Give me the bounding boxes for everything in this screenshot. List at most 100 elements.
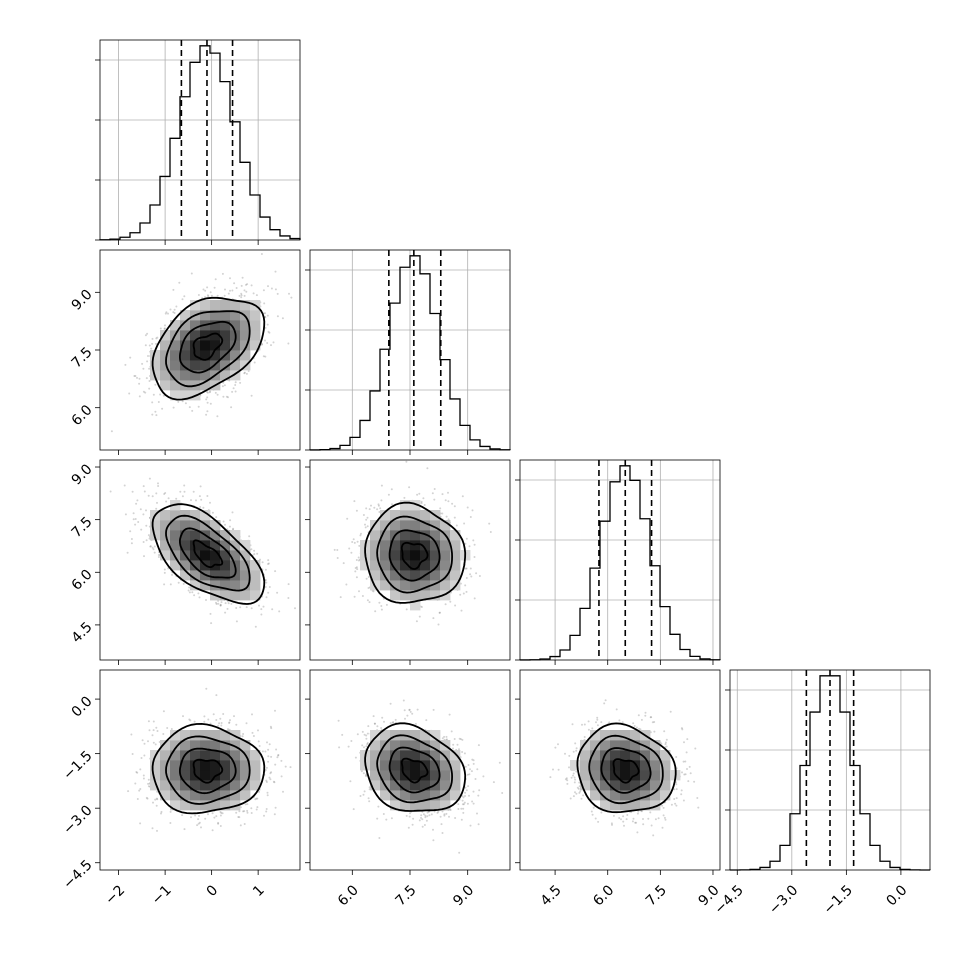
scatter-point [469, 516, 472, 518]
scatter-point [458, 851, 461, 854]
scatter-point [245, 606, 248, 609]
scatter-point [418, 492, 421, 495]
density-cell [210, 340, 221, 351]
scatter-point [469, 573, 472, 576]
density-cell [190, 550, 201, 561]
scatter-point [572, 774, 574, 777]
scatter-point [360, 532, 362, 535]
density-cell [430, 790, 441, 801]
density-cell [240, 770, 251, 781]
density-cell [410, 760, 421, 771]
scatter-point [592, 806, 595, 809]
scatter-point [454, 817, 457, 819]
scatter-point [473, 543, 476, 546]
density-cell [220, 590, 231, 601]
scatter-point [441, 832, 444, 834]
scatter-point [404, 717, 406, 720]
density-cell [380, 730, 391, 741]
scatter-point [142, 541, 145, 543]
scatter-point [696, 797, 699, 799]
scatter-point [366, 599, 369, 602]
scatter-point [143, 555, 145, 558]
density-cell [160, 360, 171, 371]
scatter-point [431, 492, 434, 495]
scatter-point [214, 391, 217, 394]
scatter-point [473, 597, 476, 600]
scatter-point [463, 522, 466, 525]
density-cell [380, 550, 391, 561]
scatter-point [233, 715, 235, 718]
scatter-point [130, 542, 133, 545]
density-cell [170, 760, 181, 771]
density-cell [180, 790, 191, 801]
scatter-point [194, 814, 197, 817]
scatter-point [219, 814, 222, 817]
scatter-point [465, 789, 468, 792]
scatter-point [273, 813, 276, 816]
density-cell [210, 350, 221, 361]
scatter-point [227, 292, 230, 295]
density-cell [180, 540, 191, 551]
scatter-point [235, 620, 238, 623]
density-cell [610, 790, 621, 801]
scatter-point [355, 576, 358, 579]
scatter-point [232, 527, 235, 530]
density-cell [380, 790, 391, 801]
scatter-point [578, 791, 581, 794]
scatter-point [420, 502, 423, 505]
scatter-point [675, 797, 678, 800]
scatter-point [408, 486, 411, 489]
scatter-point [241, 735, 244, 738]
scatter-point [246, 803, 249, 806]
scatter-point [250, 548, 253, 551]
scatter-point [426, 815, 429, 818]
scatter-point [649, 716, 652, 719]
contour-line-0 [612, 758, 640, 784]
scatter-point [239, 824, 242, 827]
scatter-point [468, 794, 470, 797]
scatter-point [432, 828, 434, 831]
scatter-point [673, 788, 676, 791]
y-tick-label: 4.5 [69, 619, 96, 646]
density-cell [450, 780, 461, 791]
scatter-point [272, 341, 275, 344]
density-cell [180, 350, 191, 361]
scatter-point [669, 710, 672, 713]
scatter-point [146, 360, 149, 363]
scatter-point [139, 822, 142, 825]
scatter-point [164, 492, 167, 494]
density-cell [230, 350, 241, 361]
density-cell [600, 790, 611, 801]
contour-line-0 [192, 332, 224, 361]
scatter-point [470, 770, 473, 773]
scatter-point [238, 294, 241, 297]
scatter-point [131, 490, 134, 493]
density-cell [650, 780, 661, 791]
scatter-point [133, 375, 136, 377]
density-cell [400, 750, 411, 761]
scatter-point [391, 503, 393, 506]
density-cell [390, 510, 401, 521]
density-cell [250, 320, 261, 331]
density-cell [180, 730, 191, 741]
scatter-point [157, 554, 160, 556]
scatter-point [198, 495, 201, 498]
density-cell [390, 580, 401, 591]
scatter-point [675, 783, 678, 786]
panel-frame [519, 669, 721, 871]
density-cell [180, 530, 191, 541]
scatter-point [464, 542, 467, 545]
scatter-point [469, 768, 471, 771]
scatter-point [209, 722, 212, 725]
scatter-point [215, 603, 218, 605]
density-cell [180, 800, 191, 811]
scatter-point [231, 289, 234, 292]
density-cell [230, 340, 241, 351]
scatter-point [595, 721, 597, 724]
density-cell [220, 760, 231, 771]
density-cell [640, 770, 651, 781]
scatter-point [145, 539, 148, 542]
scatter-point [640, 810, 643, 813]
scatter-point [148, 344, 151, 347]
scatter-point [464, 765, 467, 768]
